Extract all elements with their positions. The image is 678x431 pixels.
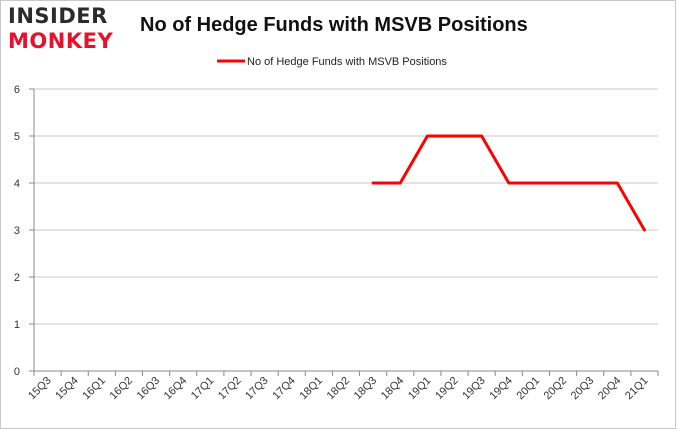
x-tick-label-20Q3: 20Q3	[569, 375, 597, 403]
x-tick-label-17Q4: 17Q4	[270, 375, 298, 403]
x-tick-label-20Q4: 20Q4	[596, 375, 624, 403]
insider-monkey-logo: INSIDER MONKEY	[8, 6, 126, 54]
x-tick-label-16Q4: 16Q4	[162, 375, 190, 403]
series-lines	[371, 134, 646, 232]
x-tick-label-20Q2: 20Q2	[542, 375, 570, 403]
x-tick-label-18Q3: 18Q3	[352, 375, 380, 403]
y-tick-label-2: 2	[14, 272, 20, 284]
chart-title: No of Hedge Funds with MSVB Positions	[140, 14, 528, 36]
legend: No of Hedge Funds with MSVB Positions	[217, 56, 447, 68]
x-tick-label-19Q1: 19Q1	[406, 375, 434, 403]
x-tick-label-19Q4: 19Q4	[487, 375, 515, 403]
x-tick-label-16Q2: 16Q2	[108, 375, 136, 403]
logo-line-monkey: MONKEY	[8, 29, 114, 53]
x-tick-label-19Q3: 19Q3	[460, 375, 488, 403]
x-tick-label-18Q4: 18Q4	[379, 375, 407, 403]
legend-label-0: No of Hedge Funds with MSVB Positions	[247, 56, 447, 68]
x-tick-label-17Q3: 17Q3	[243, 375, 271, 403]
grid-lines	[34, 88, 658, 325]
x-tick-label-16Q3: 16Q3	[135, 375, 163, 403]
y-tick-label-5: 5	[14, 131, 20, 143]
x-tick-label-21Q1: 21Q1	[623, 375, 651, 403]
y-tick-label-1: 1	[14, 319, 20, 331]
y-tick-labels: 0 1 2 3 4 5 6	[14, 84, 20, 378]
x-tick-label-16Q1: 16Q1	[80, 375, 108, 403]
y-tick-label-6: 6	[14, 84, 20, 96]
x-tick-labels: 15Q3 15Q4 16Q1 16Q2 16Q3 16Q4 17Q1 17Q2 17Q3 17Q4…	[26, 375, 650, 403]
logo-line-insider: INSIDER	[8, 4, 108, 28]
x-tick-label-17Q2: 17Q2	[216, 375, 244, 403]
y-tick-label-0: 0	[14, 366, 20, 378]
x-tick-label-18Q2: 18Q2	[325, 375, 353, 403]
y-tick-label-3: 3	[14, 225, 20, 237]
x-tick-label-15Q4: 15Q4	[53, 375, 81, 403]
x-tick-label-20Q1: 20Q1	[515, 375, 543, 403]
x-tick-label-15Q3: 15Q3	[26, 375, 54, 403]
axes	[29, 88, 659, 376]
y-tick-label-4: 4	[14, 178, 20, 190]
x-tick-label-19Q2: 19Q2	[433, 375, 461, 403]
x-tick-label-18Q1: 18Q1	[297, 375, 325, 403]
x-tick-label-17Q1: 17Q1	[189, 375, 217, 403]
